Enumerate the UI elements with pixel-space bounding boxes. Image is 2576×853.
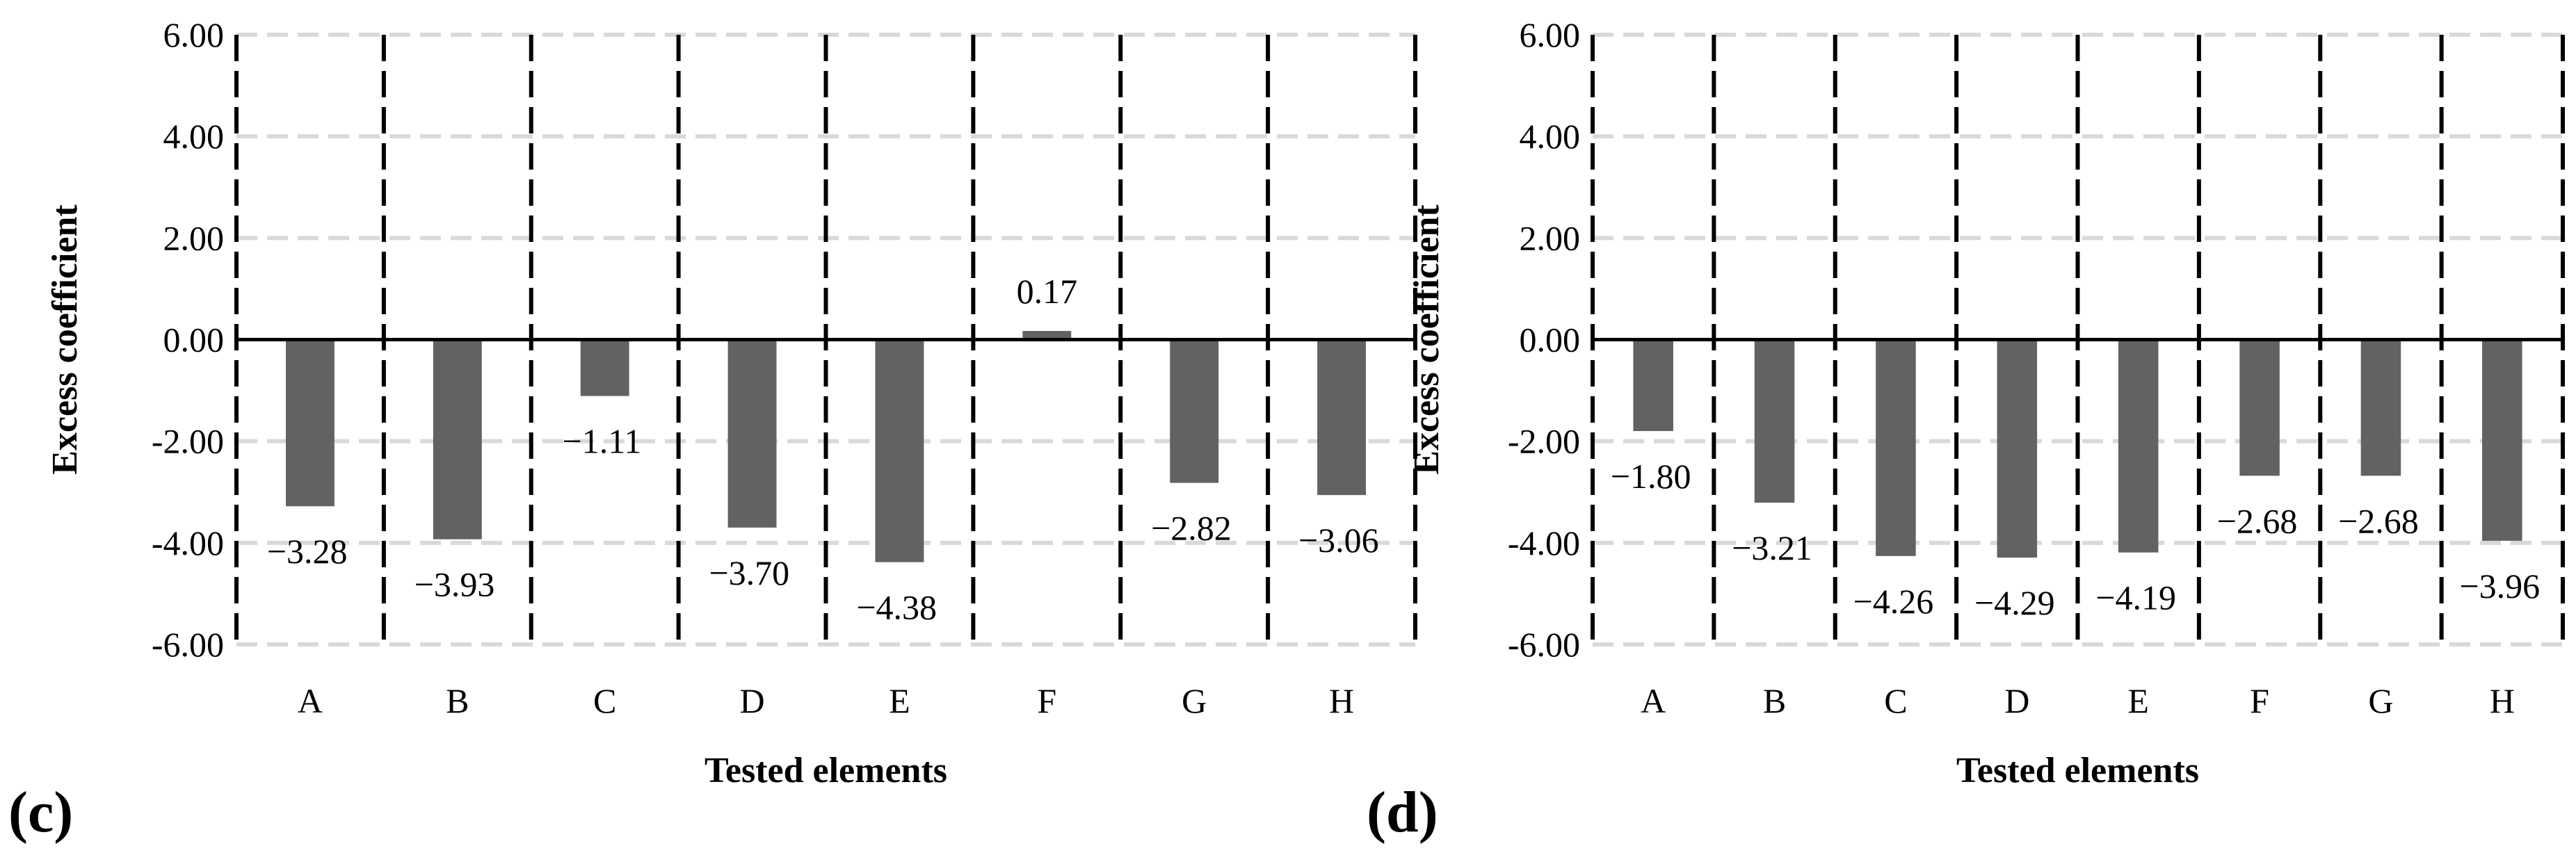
x-tick-label: E (889, 681, 910, 720)
data-label: −3.70 (709, 553, 789, 592)
bar-G (2360, 339, 2401, 476)
panel-label: (d) (1367, 780, 1438, 845)
bar-G (1170, 339, 1219, 483)
x-axis-title: Tested elements (1956, 751, 2199, 790)
y-tick-label: 0.00 (1520, 320, 1581, 359)
bar-B (1754, 339, 1795, 503)
x-tick-label: F (2250, 681, 2269, 720)
data-label: −3.96 (2459, 567, 2540, 606)
data-label: −3.06 (1298, 521, 1379, 560)
y-tick-label: -4.00 (152, 523, 224, 562)
x-tick-label: C (593, 681, 616, 720)
x-tick-label: C (1884, 681, 1907, 720)
bar-D (727, 339, 777, 528)
y-axis-title: Excess coefficient (1407, 204, 1447, 475)
bar-C (580, 339, 629, 396)
x-tick-label: H (1329, 681, 1354, 720)
chart-panel-c: 6.00 4.00 2.00 0.00 -2.00 -4.00 -6.00 −3.28 −3.9… (8, 15, 1417, 845)
y-tick-label: 4.00 (163, 117, 225, 156)
bar-E (875, 339, 924, 562)
x-tick-label: G (1182, 681, 1207, 720)
panel-label: (c) (8, 780, 73, 845)
bar-H (1317, 339, 1367, 496)
data-label: −4.19 (2095, 578, 2176, 617)
data-label: −1.11 (563, 422, 642, 461)
y-tick-label: -2.00 (1508, 422, 1580, 461)
data-label: −4.29 (1974, 583, 2055, 622)
bar-F (1022, 331, 1072, 340)
x-tick-label: D (740, 681, 765, 720)
y-tick-label: -6.00 (1508, 625, 1580, 664)
x-tick-label: E (2127, 681, 2149, 720)
y-tick-label: 2.00 (1520, 218, 1581, 257)
x-tick-label: D (2004, 681, 2029, 720)
bar-E (2118, 339, 2159, 553)
x-tick-label: B (446, 681, 469, 720)
data-label: −2.68 (2338, 501, 2419, 540)
x-tick-label: A (1641, 681, 1666, 720)
data-label: −4.38 (856, 588, 937, 627)
y-tick-label: -6.00 (152, 625, 224, 664)
bar-C (1876, 339, 1916, 556)
bar-H (2482, 339, 2522, 541)
x-tick-label: F (1037, 681, 1056, 720)
x-axis-title: Tested elements (705, 751, 947, 790)
data-label: −3.93 (414, 565, 495, 604)
bar-D (1997, 339, 2038, 558)
data-label: −1.80 (1611, 457, 1691, 496)
data-label: −3.28 (267, 532, 348, 571)
bar-A (1633, 339, 1673, 432)
bar-F (2239, 339, 2280, 476)
data-label: −4.26 (1853, 582, 1934, 621)
y-tick-label: 6.00 (1520, 15, 1581, 54)
y-axis-title: Excess coefficient (45, 204, 85, 475)
y-tick-label: -4.00 (1508, 523, 1580, 562)
data-label: −2.68 (2217, 501, 2298, 540)
data-label: −2.82 (1151, 509, 1232, 548)
y-tick-label: 0.00 (163, 320, 225, 359)
x-tick-label: B (1763, 681, 1786, 720)
x-tick-label: A (298, 681, 323, 720)
x-tick-label: G (2368, 681, 2393, 720)
y-tick-label: -2.00 (152, 422, 224, 461)
y-tick-label: 6.00 (163, 15, 225, 54)
y-tick-label: 4.00 (1520, 117, 1581, 156)
bar-A (285, 339, 335, 507)
data-label: 0.17 (1017, 272, 1078, 311)
bar-B (433, 339, 482, 539)
y-tick-label: 2.00 (163, 218, 225, 257)
chart-panel-d: 6.00 4.00 2.00 0.00 -2.00 -4.00 -6.00 −1.80 −3.2… (1367, 15, 2565, 845)
x-tick-label: H (2490, 681, 2515, 720)
data-label: −3.21 (1732, 528, 1812, 567)
